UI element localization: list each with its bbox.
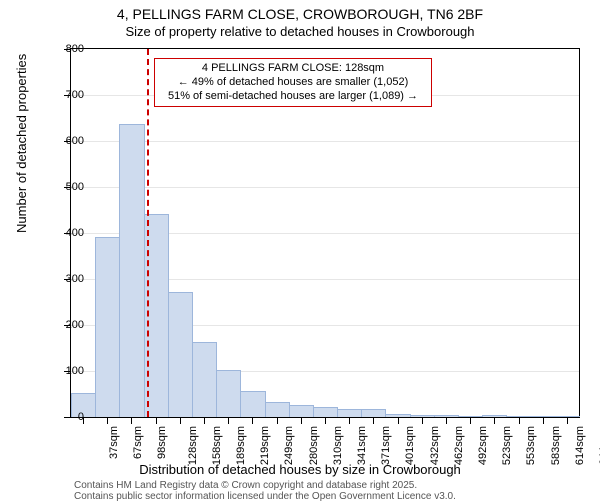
x-tick [228,418,229,424]
histogram-bar [434,415,459,417]
x-tick-label: 432sqm [429,426,441,465]
histogram-bar [531,416,556,417]
y-tick-label: 800 [66,43,84,55]
y-tick-label: 0 [78,411,84,423]
histogram-bar [168,292,193,417]
x-tick-label: 189sqm [235,426,247,465]
marker-annotation: 4 PELLINGS FARM CLOSE: 128sqm ← 49% of d… [154,58,432,107]
annotation-line2: ← 49% of detached houses are smaller (1,… [161,76,425,90]
property-marker-line [147,49,149,417]
histogram-bar [119,124,144,417]
histogram-bar [555,416,580,417]
x-tick [422,418,423,424]
histogram-bar [361,409,386,417]
x-tick [373,418,374,424]
histogram-bar [337,409,362,417]
x-tick-label: 523sqm [501,426,513,465]
x-tick-label: 614sqm [574,426,586,465]
x-tick-label: 128sqm [187,426,199,465]
histogram-bar [289,405,314,418]
x-tick [446,418,447,424]
x-tick [252,418,253,424]
x-tick [301,418,302,424]
x-tick [519,418,520,424]
y-tick-label: 200 [66,319,84,331]
x-tick-label: 249sqm [284,426,296,465]
x-tick-label: 371sqm [380,426,392,465]
x-tick [398,418,399,424]
x-tick-label: 492sqm [477,426,489,465]
histogram-bar [458,416,483,417]
chart-title: 4, PELLINGS FARM CLOSE, CROWBOROUGH, TN6… [0,6,600,22]
x-tick-label: 553sqm [525,426,537,465]
x-tick [277,418,278,424]
x-tick [349,418,350,424]
histogram-bar [313,407,338,417]
histogram-bar [216,370,241,417]
histogram-bar [240,391,265,417]
y-tick-label: 500 [66,181,84,193]
x-tick-label: 158sqm [211,426,223,465]
x-tick-label: 67sqm [132,426,144,459]
x-tick [567,418,568,424]
x-tick-label: 462sqm [453,426,465,465]
y-tick-label: 400 [66,227,84,239]
histogram-bar [482,415,507,417]
x-tick-label: 219sqm [259,426,271,465]
x-tick-label: 280sqm [308,426,320,465]
x-tick [204,418,205,424]
y-axis-title: Number of detached properties [14,54,29,233]
x-tick-label: 98sqm [157,426,169,459]
x-tick [131,418,132,424]
y-tick-label: 300 [66,273,84,285]
histogram-bar [192,342,217,417]
histogram-bar [95,237,120,417]
x-tick [494,418,495,424]
x-axis-title: Distribution of detached houses by size … [0,462,600,477]
x-tick-label: 37sqm [108,426,120,459]
footer-line2: Contains public sector information licen… [74,491,456,502]
x-tick [543,418,544,424]
x-tick-label: 401sqm [405,426,417,465]
annotation-line3: 51% of semi-detached houses are larger (… [161,90,425,104]
histogram-bar [265,402,290,417]
x-tick-label: 583sqm [550,426,562,465]
footer-attribution: Contains HM Land Registry data © Crown c… [74,480,456,502]
x-tick [107,418,108,424]
histogram-bar [385,414,410,417]
x-tick [325,418,326,424]
property-size-chart: 4, PELLINGS FARM CLOSE, CROWBOROUGH, TN6… [0,0,600,500]
y-tick [64,417,70,418]
x-tick [180,418,181,424]
footer-line1: Contains HM Land Registry data © Crown c… [74,480,456,491]
histogram-bar [410,415,435,417]
histogram-bar [506,416,531,417]
x-tick-label: 341sqm [356,426,368,465]
x-tick [470,418,471,424]
y-tick-label: 100 [66,365,84,377]
y-tick-label: 700 [66,89,84,101]
x-tick-label: 310sqm [332,426,344,465]
chart-subtitle: Size of property relative to detached ho… [0,24,600,39]
annotation-line1: 4 PELLINGS FARM CLOSE: 128sqm [161,62,425,76]
y-tick-label: 600 [66,135,84,147]
x-tick [156,418,157,424]
